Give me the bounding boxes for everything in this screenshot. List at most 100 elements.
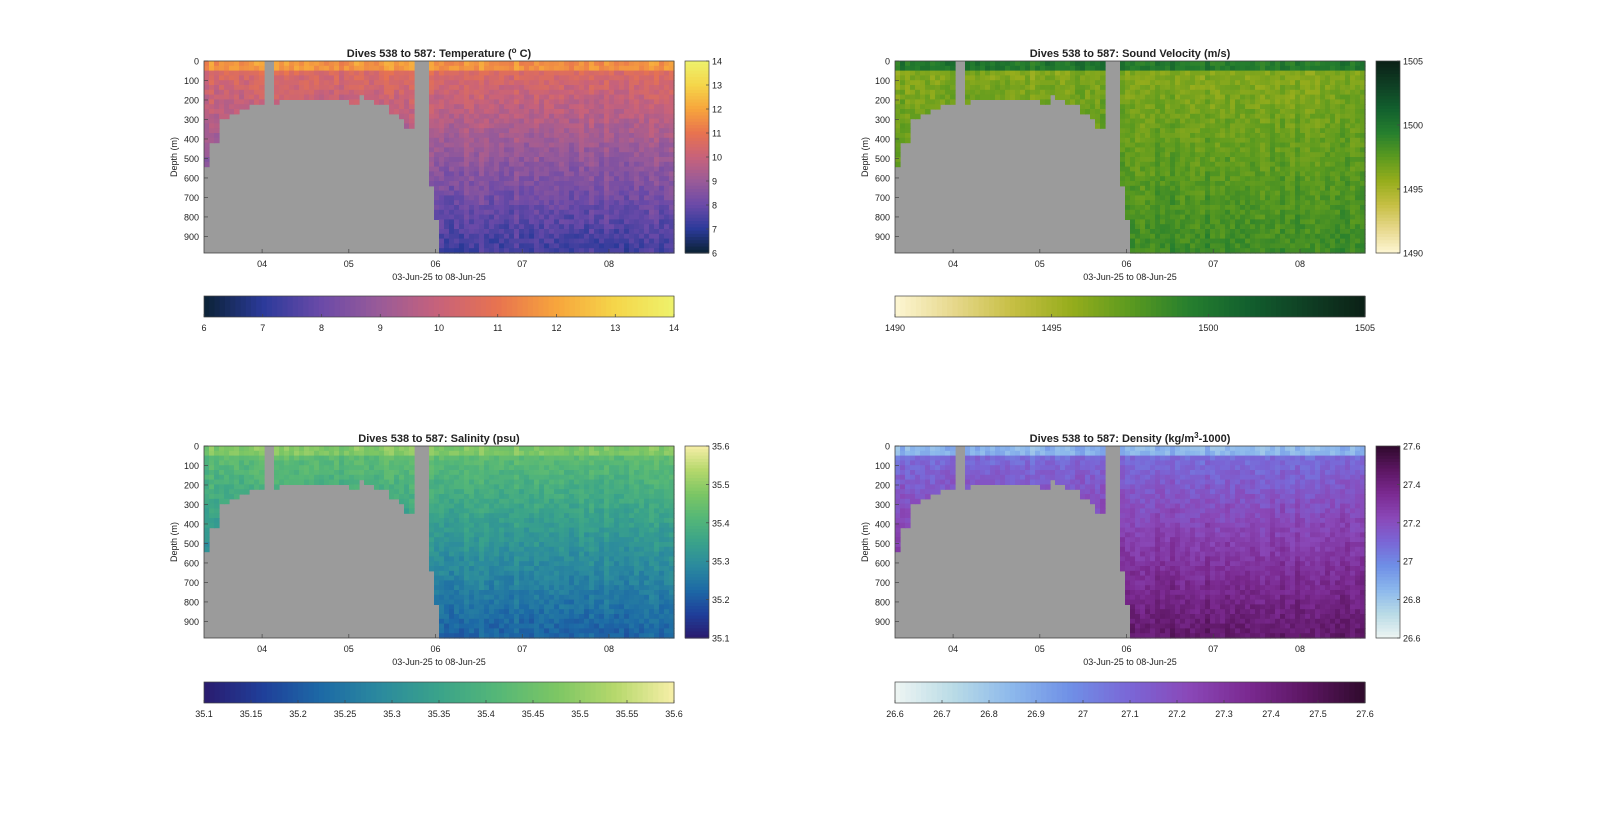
heatmap-cell xyxy=(669,118,675,124)
colorbar-segment xyxy=(685,73,709,78)
heatmap-cell xyxy=(1325,123,1331,129)
heatmap-cell xyxy=(1355,209,1361,216)
heatmap-cell xyxy=(1305,118,1311,124)
heatmap-cell xyxy=(1340,109,1346,115)
heatmap-cell xyxy=(444,142,450,148)
heatmap-cell xyxy=(1195,166,1201,172)
heatmap-cell xyxy=(604,99,610,105)
heatmap-cell xyxy=(649,248,655,254)
heatmap-cell xyxy=(1130,89,1136,96)
heatmap-cell xyxy=(1245,137,1251,144)
heatmap-cell xyxy=(1175,89,1181,96)
heatmap-cell xyxy=(404,61,410,67)
heatmap-cell xyxy=(1305,200,1311,206)
heatmap-cell xyxy=(1190,205,1196,211)
heatmap-cell xyxy=(464,171,470,177)
heatmap-cell xyxy=(549,248,555,254)
heatmap-cell xyxy=(910,80,916,86)
heatmap-cell xyxy=(469,80,475,86)
heatmap-cell xyxy=(449,166,455,172)
heatmap-cell xyxy=(629,224,635,230)
heatmap-cell xyxy=(1295,133,1301,139)
heatmap-cell xyxy=(349,85,355,91)
heatmap-cell xyxy=(584,104,590,110)
heatmap-cell xyxy=(1140,219,1146,225)
heatmap-cell xyxy=(529,99,535,105)
heatmap-cell xyxy=(1250,109,1256,115)
heatmap-cell xyxy=(1300,181,1306,187)
heatmap-cell xyxy=(399,89,405,96)
heatmap-cell xyxy=(604,229,610,235)
heatmap-cell xyxy=(1200,70,1206,76)
heatmap-cell xyxy=(669,147,675,153)
heatmap-cell xyxy=(1165,243,1171,249)
heatmap-cell xyxy=(895,61,901,67)
heatmap-cell xyxy=(559,142,565,148)
heatmap-cell xyxy=(364,70,370,76)
heatmap-cell xyxy=(1135,229,1141,235)
heatmap-cell xyxy=(539,80,545,86)
heatmap-cell xyxy=(1225,176,1231,182)
heatmap-cell xyxy=(459,224,465,230)
heatmap-cell xyxy=(539,75,545,81)
heatmap-cell xyxy=(389,70,395,76)
heatmap-cell xyxy=(594,176,600,182)
heatmap-cell xyxy=(1355,238,1361,244)
heatmap-cell xyxy=(669,113,675,120)
heatmap-cell xyxy=(1190,233,1196,240)
heatmap-cell xyxy=(900,75,906,81)
heatmap-cell xyxy=(1350,75,1356,81)
heatmap-cell xyxy=(1280,209,1286,216)
heatmap-cell xyxy=(1330,214,1336,220)
heatmap-cell xyxy=(474,209,480,216)
heatmap-cell xyxy=(1260,142,1266,148)
heatmap-cell xyxy=(1360,118,1366,124)
heatmap-cell xyxy=(444,118,450,124)
heatmap-cell xyxy=(669,205,675,211)
heatmap-cell xyxy=(1165,209,1171,216)
heatmap-cell xyxy=(449,205,455,211)
heatmap-cell xyxy=(579,171,585,177)
heatmap-cell xyxy=(995,85,1001,91)
heatmap-cell xyxy=(1245,61,1251,67)
heatmap-cell xyxy=(1345,190,1351,196)
heatmap-cell xyxy=(529,161,535,168)
heatmap-cell xyxy=(514,219,520,225)
heatmap-cell xyxy=(629,181,635,187)
colorbar-segment xyxy=(1376,64,1400,68)
heatmap-cell xyxy=(354,85,360,91)
heatmap-cell xyxy=(1255,85,1261,91)
heatmap-cell xyxy=(234,65,240,72)
heatmap-cell xyxy=(1185,157,1191,163)
heatmap-cell xyxy=(1225,200,1231,206)
heatmap-cell xyxy=(644,166,650,172)
heatmap-cell xyxy=(1130,195,1136,201)
heatmap-cell xyxy=(494,75,500,81)
heatmap-cell xyxy=(905,99,911,105)
heatmap-cell xyxy=(549,229,555,235)
heatmap-cell xyxy=(920,94,926,100)
heatmap-cell xyxy=(1195,238,1201,244)
heatmap-cell xyxy=(539,243,545,249)
heatmap-cell xyxy=(1345,219,1351,225)
heatmap-cell xyxy=(649,89,655,96)
heatmap-cell xyxy=(1135,195,1141,201)
heatmap-cell xyxy=(549,171,555,177)
heatmap-cell xyxy=(1205,224,1211,230)
heatmap-cell xyxy=(604,65,610,72)
heatmap-cell xyxy=(604,185,610,192)
heatmap-cell xyxy=(1125,142,1131,148)
heatmap-cell xyxy=(449,61,455,67)
heatmap-cell xyxy=(1135,70,1141,76)
heatmap-cell xyxy=(469,248,475,254)
heatmap-cell xyxy=(1285,104,1291,110)
heatmap-cell xyxy=(1065,65,1071,72)
heatmap-cell xyxy=(1185,61,1191,67)
heatmap-cell xyxy=(895,142,901,148)
heatmap-cell xyxy=(434,123,440,129)
heatmap-cell xyxy=(1255,133,1261,139)
heatmap-cell xyxy=(1215,118,1221,124)
heatmap-cell xyxy=(1350,185,1356,192)
heatmap-cell xyxy=(1150,113,1156,120)
heatmap-cell xyxy=(529,166,535,172)
